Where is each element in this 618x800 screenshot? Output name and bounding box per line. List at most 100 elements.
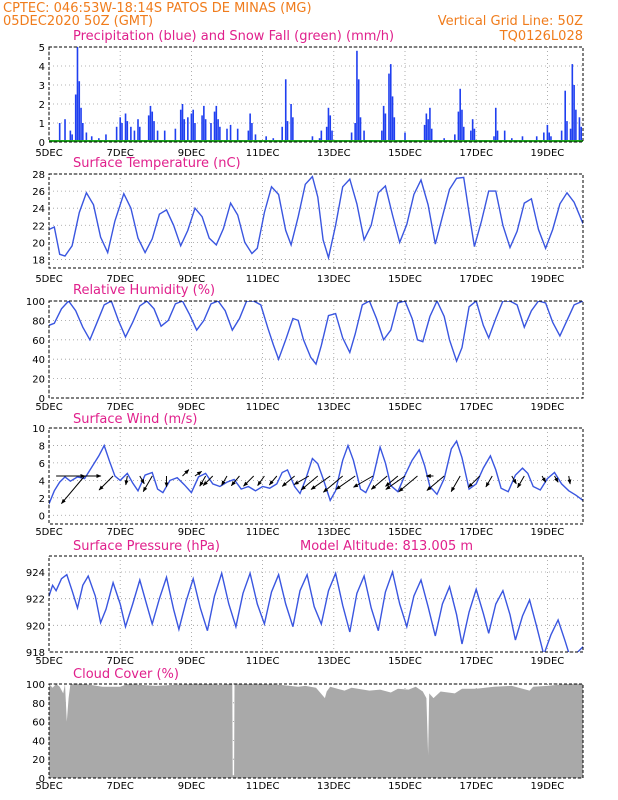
wind-vector-arrow xyxy=(221,475,228,486)
wind-frame xyxy=(48,427,584,525)
precip-bar xyxy=(247,130,250,142)
precip-bar xyxy=(569,128,572,142)
precip-bar xyxy=(566,121,568,142)
precip-bar xyxy=(543,132,545,142)
precip-bar xyxy=(115,126,118,142)
precip-bar xyxy=(331,130,333,142)
precip-x-tick-label: 11DEC xyxy=(246,148,280,159)
precip-bar xyxy=(292,117,294,142)
precip-y-tick-label: 2 xyxy=(39,100,45,111)
wind-vector-arrow xyxy=(293,475,310,485)
pressure-frame xyxy=(48,555,584,653)
cloud-x-tick-label: 7DEC xyxy=(107,781,134,792)
precip-bar xyxy=(181,104,184,142)
wind-vector-arrow xyxy=(385,475,399,487)
precip-bar xyxy=(521,136,524,142)
wind-x-tick-label: 9DEC xyxy=(178,527,205,538)
temp-x-tick-label: 11DEC xyxy=(246,274,280,285)
wind-panel-title: Surface Wind (m/s) xyxy=(73,412,197,427)
precip-bar xyxy=(187,117,189,142)
cloud-frame xyxy=(48,683,584,779)
wind-vector-arrow xyxy=(335,475,356,490)
precip-bar xyxy=(454,134,456,142)
precip-bar xyxy=(229,124,232,142)
temp-x-tick-label: 7DEC xyxy=(107,274,134,285)
precip-bar xyxy=(251,123,253,142)
temp-x-tick-label: 19DEC xyxy=(531,274,565,285)
precip-bar xyxy=(151,111,154,142)
wind-x-tick-label: 7DEC xyxy=(107,527,134,538)
precip-bar xyxy=(493,136,495,142)
wind-vector-arrow xyxy=(257,475,265,486)
wind-x-tick-label: 19DEC xyxy=(531,527,565,538)
humidity-panel-title: Relative Humidity (%) xyxy=(73,283,215,298)
precip-bar xyxy=(254,134,257,142)
humidity-x-tick-label: 15DEC xyxy=(388,402,422,413)
precip-bar xyxy=(429,107,431,142)
pressure-panel-title: Surface Pressure (hPa) xyxy=(73,539,220,554)
precip-bar xyxy=(82,123,84,142)
precip-bar xyxy=(423,124,426,142)
precip-bar xyxy=(381,130,383,142)
precip-bar xyxy=(183,119,186,142)
precip-bar xyxy=(357,79,360,142)
precip-bar xyxy=(327,107,330,142)
precip-bar xyxy=(105,134,107,142)
wind-vector-arrow xyxy=(243,475,255,487)
wind-vector-arrow xyxy=(323,475,344,493)
precip-x-tick-label: 9DEC xyxy=(178,148,205,159)
precip-bar xyxy=(204,119,207,142)
humidity-panel: 0 20 40 60 80 100 5DEC 7DEC 9DEC 11DEC 13DEC 15DEC 1… xyxy=(26,297,584,413)
humidity-x-tick-label: 7DEC xyxy=(107,402,134,413)
cloud-panel: 0 20 40 60 80 100 5DEC 7DEC 9DEC 11DEC 13DEC 15DEC 1… xyxy=(26,680,584,792)
wind-y-tick-label: 8 xyxy=(39,441,45,452)
precip-bar xyxy=(133,130,136,142)
precip-bar xyxy=(391,96,394,142)
precip-bar xyxy=(71,134,73,142)
cloud-x-tick-label: 9DEC xyxy=(178,781,205,792)
temp-x-tick-label: 9DEC xyxy=(178,274,205,285)
precip-bar xyxy=(535,136,538,142)
temp-y-tick-label: 24 xyxy=(32,204,45,215)
cloud-x-tick-label: 15DEC xyxy=(388,781,422,792)
cloud-x-tick-label: 19DEC xyxy=(531,781,565,792)
temp-y-tick-label: 22 xyxy=(32,221,45,232)
precip-bar xyxy=(203,105,205,142)
precip-bar xyxy=(363,130,365,142)
header-date: 05DEC2020 50Z (GMT) xyxy=(3,14,153,29)
wind-y-tick-label: 2 xyxy=(39,494,45,505)
header-grid-line: Vertical Grid Line: 50Z xyxy=(438,14,583,29)
precip-bar xyxy=(236,128,239,142)
precip-bar xyxy=(179,109,182,142)
precip-bar xyxy=(201,115,203,142)
precip-bar xyxy=(215,105,218,142)
precip-x-tick-label: 17DEC xyxy=(459,148,493,159)
temp-x-tick-label: 17DEC xyxy=(459,274,493,285)
cloud-x-tick-label: 13DEC xyxy=(317,781,351,792)
wind-vector-arrow xyxy=(450,475,461,493)
precip-bar xyxy=(384,113,387,142)
pressure-y-tick-label: 922 xyxy=(26,595,45,606)
precip-x-tick-label: 7DEC xyxy=(107,148,134,159)
precip-panel: 0 1 2 3 4 5 5DEC 7DEC 9DEC 11DEC 13DEC 15DEC 17DEC 19… xyxy=(35,43,584,159)
precip-bar xyxy=(404,132,406,142)
precip-bar xyxy=(393,117,396,142)
wind-vector-arrow xyxy=(541,475,547,483)
precip-bar xyxy=(427,119,429,142)
precip-bar xyxy=(69,130,72,142)
precip-bar xyxy=(284,79,287,142)
wind-y-tick-label: 10 xyxy=(32,424,45,435)
precip-bar xyxy=(213,111,216,142)
precip-x-tick-label: 13DEC xyxy=(317,148,351,159)
precip-bar xyxy=(281,126,283,142)
temp-y-tick-label: 18 xyxy=(32,255,45,266)
precip-bar xyxy=(548,132,550,142)
precip-bar xyxy=(325,126,328,142)
temp-panel-title: Surface Temperature (nC) xyxy=(73,156,241,171)
pressure-x-tick-label: 7DEC xyxy=(107,656,134,667)
wind-vector-arrow xyxy=(230,475,240,487)
precip-bar xyxy=(121,123,123,142)
precip-x-tick-label: 19DEC xyxy=(531,148,565,159)
precip-bar xyxy=(356,50,358,142)
